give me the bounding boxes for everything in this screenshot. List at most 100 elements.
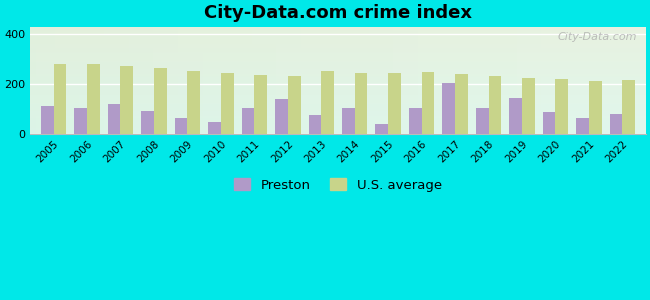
Bar <box>30 44 646 45</box>
Bar <box>42 26 49 134</box>
Bar <box>409 108 422 134</box>
Bar <box>30 131 646 132</box>
Bar <box>610 114 623 134</box>
Bar <box>122 26 129 134</box>
Bar <box>30 49 646 50</box>
Bar <box>41 106 53 134</box>
Bar <box>30 34 646 35</box>
Bar <box>510 98 522 134</box>
Text: City-Data.com: City-Data.com <box>557 32 636 42</box>
Bar <box>321 71 334 134</box>
Bar <box>556 80 568 134</box>
Bar <box>320 26 326 134</box>
Bar <box>87 64 99 134</box>
Bar <box>74 108 87 134</box>
Bar <box>589 81 602 134</box>
Bar <box>159 26 166 134</box>
Bar <box>30 104 646 105</box>
Bar <box>640 26 646 134</box>
Bar <box>492 26 498 134</box>
Bar <box>437 26 443 134</box>
Bar <box>543 112 556 134</box>
Bar <box>30 80 646 81</box>
Bar <box>209 26 215 134</box>
Bar <box>98 26 104 134</box>
Bar <box>381 26 387 134</box>
Bar <box>190 26 196 134</box>
Bar <box>480 26 486 134</box>
Bar <box>498 26 504 134</box>
Bar <box>120 66 133 134</box>
Bar <box>309 115 321 134</box>
Bar <box>388 74 401 134</box>
Bar <box>30 29 646 30</box>
Bar <box>30 51 646 52</box>
Bar <box>227 26 233 134</box>
Bar <box>30 86 646 87</box>
Bar <box>166 26 172 134</box>
Bar <box>30 106 646 107</box>
Bar <box>30 71 646 72</box>
Bar <box>30 129 646 130</box>
Bar <box>30 109 646 110</box>
Bar <box>30 68 646 69</box>
Bar <box>30 107 646 108</box>
Bar <box>572 26 578 134</box>
Bar <box>187 71 200 134</box>
Bar <box>30 97 646 98</box>
Bar <box>116 26 122 134</box>
Bar <box>175 118 187 134</box>
Bar <box>30 76 646 77</box>
Bar <box>30 66 646 67</box>
Bar <box>30 101 646 102</box>
Bar <box>455 74 468 134</box>
Bar <box>412 26 418 134</box>
Bar <box>406 26 412 134</box>
Bar <box>30 89 646 90</box>
Bar <box>326 26 332 134</box>
Bar <box>301 26 307 134</box>
Bar <box>430 26 437 134</box>
Bar <box>30 128 646 129</box>
Bar <box>584 26 590 134</box>
Bar <box>634 26 640 134</box>
Bar <box>455 26 461 134</box>
Bar <box>221 26 227 134</box>
Bar <box>30 50 646 51</box>
Bar <box>30 46 646 47</box>
Bar <box>86 26 92 134</box>
Bar <box>30 111 646 112</box>
Bar <box>108 104 120 134</box>
Bar <box>30 40 646 41</box>
Bar <box>178 26 184 134</box>
Bar <box>424 26 430 134</box>
Bar <box>603 26 609 134</box>
Bar <box>30 121 646 122</box>
Bar <box>393 26 400 134</box>
Bar <box>30 92 646 93</box>
Bar <box>422 72 434 134</box>
Bar <box>135 26 141 134</box>
Bar <box>36 26 42 134</box>
Bar <box>566 26 572 134</box>
Bar <box>30 122 646 123</box>
Bar <box>30 112 646 113</box>
Bar <box>30 26 646 27</box>
Bar <box>30 61 646 62</box>
Bar <box>208 122 221 134</box>
Bar <box>535 26 541 134</box>
Bar <box>30 55 646 56</box>
Bar <box>609 26 615 134</box>
Bar <box>104 26 110 134</box>
Bar <box>30 28 646 29</box>
Bar <box>355 74 367 134</box>
Bar <box>621 26 627 134</box>
Bar <box>560 26 566 134</box>
Bar <box>233 26 239 134</box>
Bar <box>30 126 646 127</box>
Bar <box>30 117 646 118</box>
Bar <box>172 26 178 134</box>
Bar <box>30 59 646 60</box>
Bar <box>30 70 646 71</box>
Bar <box>30 113 646 114</box>
